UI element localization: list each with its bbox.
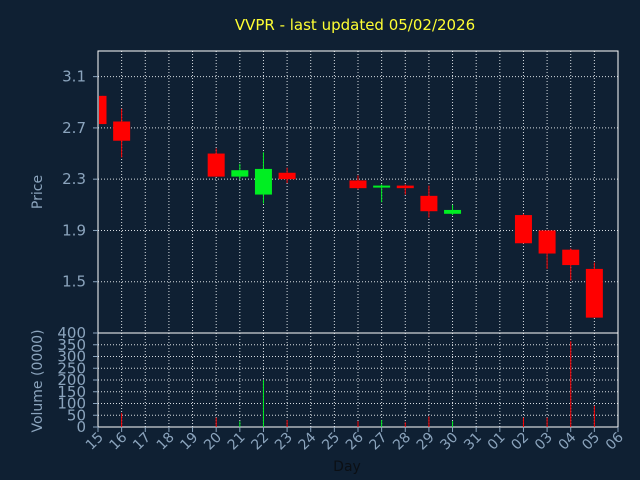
candle-body <box>254 168 272 195</box>
price-y-ticks: 3.1 2.7 2.3 1.9 1.5 <box>62 68 98 291</box>
candle-27 <box>373 184 391 203</box>
candle-30 <box>444 204 462 216</box>
volume-axis-title: Volume (0000) <box>30 329 46 432</box>
candle-body <box>514 215 532 244</box>
volume-tick-label: 350 <box>57 336 86 354</box>
candle-body <box>278 172 296 180</box>
candle-22 <box>254 152 272 204</box>
candle-body <box>538 230 556 254</box>
price-axis-title: Price <box>30 175 46 209</box>
candle-body <box>207 153 225 177</box>
candle-body <box>231 170 249 177</box>
candle-28 <box>396 184 414 195</box>
chart-title: VVPR - last updated 05/02/2026 <box>235 16 475 34</box>
candle-21 <box>231 163 249 180</box>
candle-body <box>585 268 603 318</box>
volume-tick-label: 150 <box>57 383 86 401</box>
candle-body <box>562 249 580 266</box>
volume-bars <box>121 341 595 427</box>
candle-body <box>444 209 462 214</box>
volume-tick-label: 300 <box>57 348 86 366</box>
volume-tick-label: 400 <box>57 324 86 342</box>
candle-03 <box>538 230 556 269</box>
volume-tick-label: 100 <box>57 395 86 413</box>
candle-body <box>113 121 131 141</box>
candle-29 <box>420 185 438 218</box>
price-tick-label: 2.3 <box>62 170 86 188</box>
volume-tick-label: 200 <box>57 371 86 389</box>
candle-body <box>420 195 438 212</box>
candle-body <box>373 185 391 188</box>
volume-tick-label: 50 <box>67 406 86 424</box>
candle-23 <box>278 167 296 184</box>
candle-26 <box>349 175 367 190</box>
price-tick-label: 2.7 <box>62 119 86 137</box>
candles <box>99 95 603 318</box>
price-tick-label: 1.5 <box>62 273 86 291</box>
candle-body <box>349 180 367 189</box>
candle-body <box>396 185 414 189</box>
volume-tick-label: 250 <box>57 359 86 377</box>
candle-04 <box>562 248 580 281</box>
price-tick-label: 1.9 <box>62 221 86 239</box>
candle-body <box>99 95 107 125</box>
candle-02 <box>514 213 532 244</box>
candle-16 <box>113 108 131 158</box>
x-axis-title: Day <box>333 459 361 475</box>
x-ticks: 15 16 17 18 19 20 21 22 23 24 25 26 27 28 29 30 31 01 02 03… <box>83 427 627 453</box>
candle-20 <box>207 148 225 177</box>
price-tick-label: 3.1 <box>62 68 86 86</box>
candle-15 <box>99 95 107 125</box>
volume-tick-label: 0 <box>76 418 86 436</box>
candle-05 <box>585 262 603 318</box>
